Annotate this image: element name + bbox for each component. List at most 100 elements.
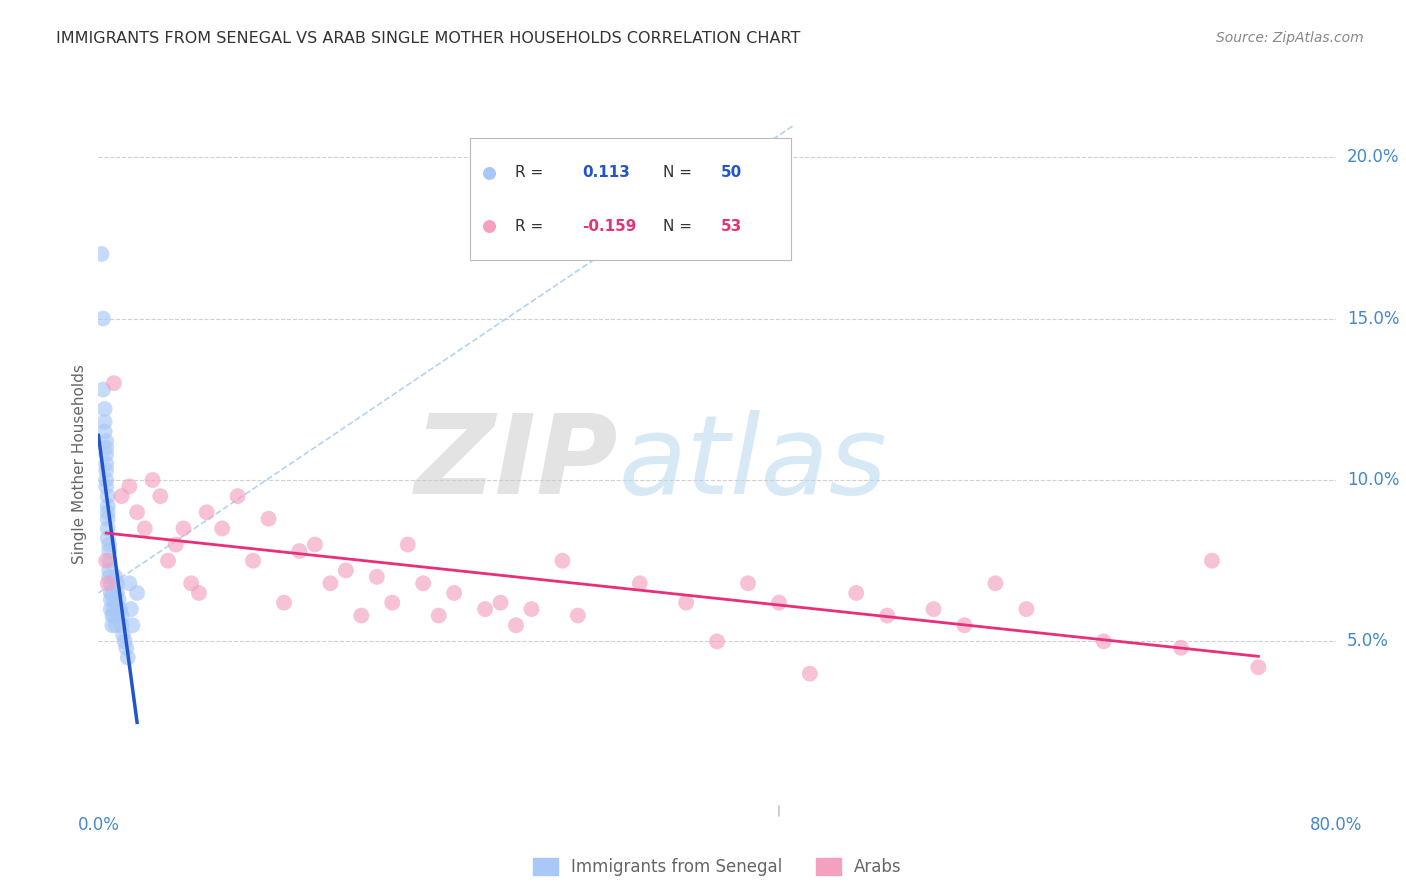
Legend: Immigrants from Senegal, Arabs: Immigrants from Senegal, Arabs bbox=[526, 851, 908, 882]
Point bbox=[366, 570, 388, 584]
Point bbox=[489, 596, 512, 610]
Point bbox=[288, 544, 311, 558]
Point bbox=[381, 596, 404, 610]
Point bbox=[98, 563, 121, 577]
Point bbox=[97, 489, 120, 503]
Point bbox=[412, 576, 434, 591]
Point bbox=[350, 608, 373, 623]
Point bbox=[111, 618, 132, 632]
Point bbox=[96, 554, 118, 568]
Point bbox=[93, 425, 115, 439]
Point bbox=[118, 479, 141, 493]
Point bbox=[127, 586, 149, 600]
Point bbox=[117, 650, 139, 665]
Point bbox=[104, 618, 127, 632]
Point bbox=[91, 383, 114, 397]
Text: 5.0%: 5.0% bbox=[1347, 632, 1389, 650]
Point bbox=[876, 608, 898, 623]
Point bbox=[103, 608, 125, 623]
Point bbox=[304, 537, 326, 551]
Point bbox=[273, 596, 295, 610]
Point bbox=[97, 521, 120, 535]
Point bbox=[567, 608, 589, 623]
Point bbox=[953, 618, 976, 632]
Text: 10.0%: 10.0% bbox=[1347, 471, 1399, 489]
Point bbox=[172, 521, 194, 535]
Point bbox=[96, 479, 118, 493]
Point bbox=[211, 521, 233, 535]
Point bbox=[101, 586, 124, 600]
Point bbox=[91, 311, 114, 326]
Text: Source: ZipAtlas.com: Source: ZipAtlas.com bbox=[1216, 31, 1364, 45]
Point bbox=[1247, 660, 1270, 674]
Point bbox=[1015, 602, 1038, 616]
Point bbox=[98, 537, 121, 551]
Point bbox=[141, 473, 165, 487]
Point bbox=[505, 618, 527, 632]
Point bbox=[427, 608, 450, 623]
Point bbox=[319, 576, 342, 591]
Point bbox=[97, 576, 120, 591]
Point bbox=[111, 489, 132, 503]
Point bbox=[96, 434, 118, 449]
Point bbox=[706, 634, 728, 648]
Point bbox=[100, 586, 122, 600]
Point bbox=[127, 505, 149, 519]
Point bbox=[120, 602, 142, 616]
Point bbox=[96, 463, 118, 477]
Point bbox=[520, 602, 543, 616]
Point bbox=[157, 554, 180, 568]
Point bbox=[93, 401, 115, 416]
Point bbox=[101, 618, 124, 632]
Point bbox=[104, 570, 127, 584]
Point bbox=[675, 596, 697, 610]
Point bbox=[112, 628, 135, 642]
Point bbox=[165, 537, 187, 551]
Point bbox=[107, 592, 129, 607]
Point bbox=[98, 544, 121, 558]
Point bbox=[103, 602, 125, 616]
Point bbox=[121, 618, 143, 632]
Point bbox=[114, 634, 136, 648]
Point bbox=[93, 415, 115, 429]
Point bbox=[984, 576, 1007, 591]
Point bbox=[103, 592, 125, 607]
Point bbox=[115, 640, 138, 655]
Point bbox=[100, 592, 122, 607]
Point bbox=[188, 586, 211, 600]
Point bbox=[443, 586, 465, 600]
Point bbox=[103, 376, 125, 391]
Point bbox=[195, 505, 218, 519]
Point bbox=[1092, 634, 1115, 648]
Point bbox=[105, 586, 128, 600]
Point bbox=[96, 441, 118, 455]
Text: atlas: atlas bbox=[619, 410, 887, 517]
Point bbox=[551, 554, 574, 568]
Text: 20.0%: 20.0% bbox=[1347, 148, 1399, 166]
Point bbox=[100, 602, 122, 616]
Y-axis label: Single Mother Households: Single Mother Households bbox=[72, 364, 87, 564]
Point bbox=[90, 247, 112, 261]
Point bbox=[105, 576, 128, 591]
Point bbox=[96, 457, 118, 471]
Point bbox=[97, 505, 120, 519]
Point bbox=[922, 602, 945, 616]
Point bbox=[180, 576, 202, 591]
Point bbox=[101, 608, 124, 623]
Point bbox=[111, 608, 132, 623]
Point bbox=[257, 512, 280, 526]
Point bbox=[108, 602, 131, 616]
Point bbox=[737, 576, 759, 591]
Text: IMMIGRANTS FROM SENEGAL VS ARAB SINGLE MOTHER HOUSEHOLDS CORRELATION CHART: IMMIGRANTS FROM SENEGAL VS ARAB SINGLE M… bbox=[56, 31, 800, 46]
Point bbox=[396, 537, 419, 551]
Point bbox=[768, 596, 790, 610]
Point bbox=[335, 563, 357, 577]
Point bbox=[118, 576, 141, 591]
Point bbox=[96, 447, 118, 461]
Point bbox=[97, 512, 120, 526]
Point bbox=[628, 576, 651, 591]
Text: 15.0%: 15.0% bbox=[1347, 310, 1399, 327]
Point bbox=[100, 576, 122, 591]
Point bbox=[1201, 554, 1223, 568]
Point bbox=[799, 666, 821, 681]
